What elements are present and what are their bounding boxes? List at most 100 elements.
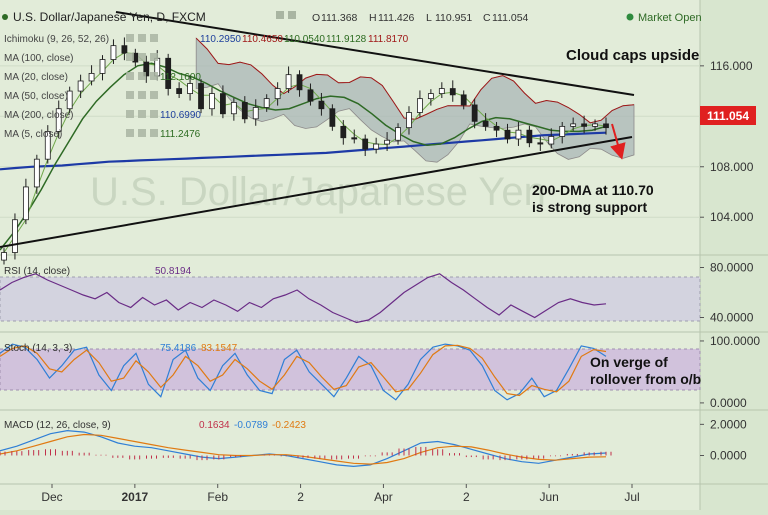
down-arrow [610,123,626,160]
indicator-toggle-icon[interactable] [138,34,146,42]
indicator-label: MA (50, close) [4,91,68,102]
ohlc-value: 111.368 [321,12,358,24]
candle-body [220,93,226,115]
candle-body [1,252,7,261]
series-line [0,344,607,397]
indicator-toggle-icon[interactable] [126,34,134,42]
indicator-toggle-icon[interactable] [150,110,158,118]
candle-body [482,120,489,127]
panel-tick-label: 40.0000 [710,311,754,325]
indicator-toggle-icon[interactable] [150,34,158,42]
price-tick-label: 104.000 [710,210,754,224]
indicator-value: 111.8170 [368,34,409,45]
candle-body [318,100,325,110]
ohlc-value: 111.054 [492,12,529,24]
market-status: Market Open [638,12,702,24]
candle-body [176,88,183,94]
annotation-stoch-2: rollover from o/b [590,371,701,387]
candle-body [515,129,522,140]
indicator-value: 110.4650 [242,34,283,45]
time-tick-label: Apr [374,490,393,504]
candle-body [99,59,106,74]
price-candles [1,37,609,265]
rsi-legend: RSI (14, close) 50.8194 [4,266,192,277]
stoch-panel [0,343,701,401]
candle-body [406,112,412,129]
candle-body [230,102,237,115]
indicator-toggle-icon[interactable] [150,91,158,99]
indicator-value: 110.6990 [160,110,201,121]
header-toggle-icons[interactable] [276,11,296,19]
candle-body [438,88,445,94]
annotation-cloud: Cloud caps upside [566,47,699,64]
support-trendline [0,136,633,248]
indicator-toggle-icon[interactable] [138,129,146,137]
candle-body [537,142,544,145]
stoch-k-value: 75.4186 [160,343,197,354]
candle-body [241,102,248,120]
indicator-toggle-icon[interactable] [126,91,134,99]
candle-body [296,74,303,91]
stoch-d-value: 83.1547 [201,343,238,354]
indicator-toggle-icon[interactable] [126,129,134,137]
candle-body [460,94,467,106]
candle-body [22,186,29,221]
candle-body [559,125,566,137]
indicator-value: 111.2476 [160,129,201,140]
indicator-toggle-icon[interactable] [138,53,146,61]
macd-signal-value: -0.0789 [234,420,268,431]
candle-body [198,83,204,110]
macd-hist-value: -0.2423 [272,420,306,431]
ma50-path [0,62,607,251]
candle-body [307,89,314,102]
candle-body [55,108,62,132]
indicator-label: MA (200, close) [4,110,73,121]
indicator-toggle-icon[interactable] [126,53,134,61]
candle-body [471,104,478,122]
candle-body [384,139,390,145]
symbol-dot-icon [2,14,8,20]
time-tick-label: Jun [539,490,558,504]
panel-tick-label: 80.0000 [710,261,754,275]
chart-header: U.S. Dollar/Japanese Yen, D, FXCM O 111.3… [2,10,702,24]
candle-body [252,107,259,120]
candle-body [493,125,500,131]
last-price-box [700,106,756,125]
series-line [0,343,607,401]
rsi-panel [0,273,701,324]
indicator-toggle-icon[interactable] [150,129,158,137]
indicator-label: MA (20, close) [4,72,68,83]
price-gridlines [0,65,700,218]
indicator-toggle-icon[interactable] [126,72,134,80]
time-tick-label: 2 [297,490,304,504]
visibility-icon[interactable] [276,11,284,19]
candle-body [427,93,434,100]
indicator-toggle-icon[interactable] [138,110,146,118]
annotation-support-2: is strong support [532,199,647,215]
candle-body [340,125,347,139]
resistance-trendline [115,11,635,96]
macd-label: MACD (12, 26, close, 9) [4,420,111,431]
candle-body [351,137,358,140]
candle-body [66,90,73,110]
indicator-toggle-icon[interactable] [150,53,158,61]
candle-body [329,108,336,127]
candle-body [187,83,193,94]
time-axis: Dec 2017 Feb 2 Apr 2 Jun Jul [41,484,640,504]
settings-icon[interactable] [288,11,296,19]
indicator-toggle-icon[interactable] [150,72,158,80]
candle-body [603,123,609,129]
candle-body [449,88,456,96]
candle-body [417,98,423,113]
indicator-toggle-icon[interactable] [138,91,146,99]
candle-body [33,158,40,188]
annotation-support-1: 200-DMA at 110.70 [532,182,654,198]
macd-panel [0,429,612,468]
indicator-toggle-icon[interactable] [126,110,134,118]
panel-tick-label: 100.0000 [710,334,760,348]
indicator-toggle-icon[interactable] [138,72,146,80]
rsi-label: RSI (14, close) [4,266,70,277]
